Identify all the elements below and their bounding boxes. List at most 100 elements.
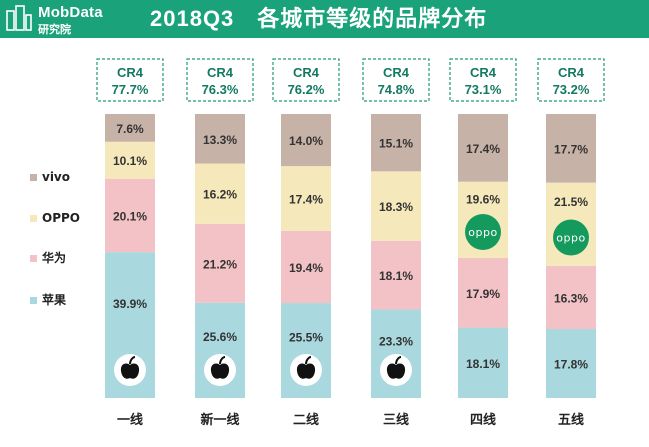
- oppo-logo-text: oppo: [556, 232, 585, 245]
- cr4-value: 76.3%: [202, 82, 239, 97]
- cr4-value: 73.2%: [553, 82, 590, 97]
- bar-value-label: 15.1%: [379, 137, 413, 151]
- apple-body: [296, 363, 316, 379]
- bar-value-label: 39.9%: [113, 297, 147, 311]
- cr4-frame: [186, 58, 254, 102]
- cr4-label: CR4: [470, 65, 497, 80]
- bar-segment: [281, 166, 331, 231]
- bar-group: 39.9% 20.1% 10.1% 7.6%: [105, 114, 155, 398]
- cr4-value: 74.8%: [378, 82, 415, 97]
- bar-value-label: 13.3%: [203, 133, 237, 147]
- legend-item: vivo: [30, 170, 70, 184]
- cr4-frame: [272, 58, 340, 102]
- category-label: 三线: [383, 412, 409, 428]
- bar-value-label: 21.2%: [203, 257, 237, 271]
- bar-segment: [458, 114, 508, 182]
- cr4-frame: [449, 58, 517, 102]
- bar-value-label: 16.2%: [203, 188, 237, 202]
- bar-value-label: 17.7%: [554, 142, 588, 156]
- bar-value-label: 16.3%: [554, 291, 588, 305]
- cr4-label: CR4: [293, 65, 320, 80]
- bar-segment: [105, 141, 155, 179]
- bar-segment: [105, 114, 155, 142]
- legend-swatch: [30, 215, 37, 222]
- bar-value-label: 7.6%: [116, 122, 144, 136]
- bar-value-label: 25.6%: [203, 330, 237, 344]
- cr4-box: CR4 76.3%: [186, 58, 254, 102]
- apple-body: [210, 363, 230, 379]
- cr4-box: CR4 77.7%: [96, 58, 164, 102]
- bar-value-label: 23.3%: [379, 334, 413, 348]
- apple-leaf: [395, 356, 402, 365]
- bar-segment: [371, 240, 421, 310]
- bar-segment: [281, 114, 331, 167]
- legend-swatch: [30, 255, 37, 262]
- apple-logo-icon: [204, 354, 236, 386]
- stacked-bar-chart: 39.9% 20.1% 10.1% 7.6% CR4 77.7% 一线 25.6% 21.2% 1…: [30, 58, 605, 428]
- cr4-label: CR4: [558, 65, 585, 80]
- category-label: 新一线: [200, 412, 239, 428]
- legend-label: vivo: [42, 170, 70, 184]
- apple-logo-icon: [114, 354, 146, 386]
- building-icon: [6, 5, 32, 31]
- bar-value-label: 19.4%: [289, 261, 323, 275]
- legend-item: OPPO: [30, 211, 80, 225]
- bar-segment: [281, 230, 331, 304]
- mobdata-logo: MobData 研究院: [6, 3, 126, 37]
- page-title: 2018Q3 各城市等级的品牌分布: [150, 6, 488, 31]
- cr4-box: CR4 76.2%: [272, 58, 340, 102]
- cr4-box: CR4 73.1%: [449, 58, 517, 102]
- apple-body: [386, 363, 406, 379]
- bar-group: 18.1% 17.9% 19.6% oppo 17.4%: [458, 114, 508, 398]
- legend-swatch: [30, 174, 37, 181]
- apple-body: [120, 363, 140, 379]
- cr4-value: 76.2%: [288, 82, 325, 97]
- legend-item: 苹果: [30, 292, 66, 307]
- cr4-box: CR4 73.2%: [537, 58, 605, 102]
- apple-logo-icon: [380, 354, 412, 386]
- logo-subtitle: 研究院: [38, 24, 71, 36]
- cr4-value: 77.7%: [112, 82, 149, 97]
- apple-logo-icon: [290, 354, 322, 386]
- cr4-label: CR4: [207, 65, 234, 80]
- bar-segment: [195, 163, 245, 224]
- bar-segment: [546, 114, 596, 183]
- legend-label: OPPO: [42, 211, 80, 225]
- bar-segment: [371, 171, 421, 241]
- bar-group: 17.8% 16.3% 21.5% oppo 17.7%: [546, 114, 596, 398]
- bar-value-label: 14.0%: [289, 134, 323, 148]
- bar-value-label: 20.1%: [113, 209, 147, 223]
- bar-value-label: 21.5%: [554, 195, 588, 209]
- bar-value-label: 18.3%: [379, 200, 413, 214]
- cr4-label: CR4: [117, 65, 144, 80]
- bar-value-label: 17.9%: [466, 287, 500, 301]
- bar-group: 25.6% 21.2% 16.2% 13.3%: [195, 114, 245, 398]
- category-label: 五线: [558, 412, 584, 428]
- bar-segment: [458, 257, 508, 328]
- apple-leaf: [129, 356, 136, 365]
- bar-value-label: 18.1%: [379, 269, 413, 283]
- oppo-logo-badge: [465, 214, 501, 251]
- bar-value-label: 18.1%: [466, 357, 500, 371]
- cr4-frame: [362, 58, 430, 102]
- cr4-frame: [537, 58, 605, 102]
- bar-segment: [546, 265, 596, 330]
- bar-value-label: 25.5%: [289, 330, 323, 344]
- category-label: 四线: [470, 412, 496, 428]
- cr4-box: CR4 74.8%: [362, 58, 430, 102]
- bar-group: 23.3% 18.1% 18.3% 15.1%: [371, 114, 421, 398]
- bar-segment: [105, 178, 155, 253]
- bar-value-label: 19.6%: [466, 192, 500, 206]
- legend-label: 苹果: [42, 292, 66, 307]
- oppo-logo-icon: oppo: [465, 214, 501, 251]
- header-bar: MobData 研究院 2018Q3 各城市等级的品牌分布: [0, 0, 649, 38]
- oppo-logo-text: oppo: [468, 226, 497, 239]
- apple-leaf: [219, 356, 226, 365]
- bar-value-label: 17.4%: [289, 192, 323, 206]
- logo-name: MobData: [38, 4, 103, 21]
- legend-swatch: [30, 297, 37, 304]
- bar-value-label: 17.8%: [554, 358, 588, 372]
- bar-segment: [546, 329, 596, 398]
- oppo-logo-badge: [553, 219, 589, 256]
- category-label: 一线: [117, 412, 143, 428]
